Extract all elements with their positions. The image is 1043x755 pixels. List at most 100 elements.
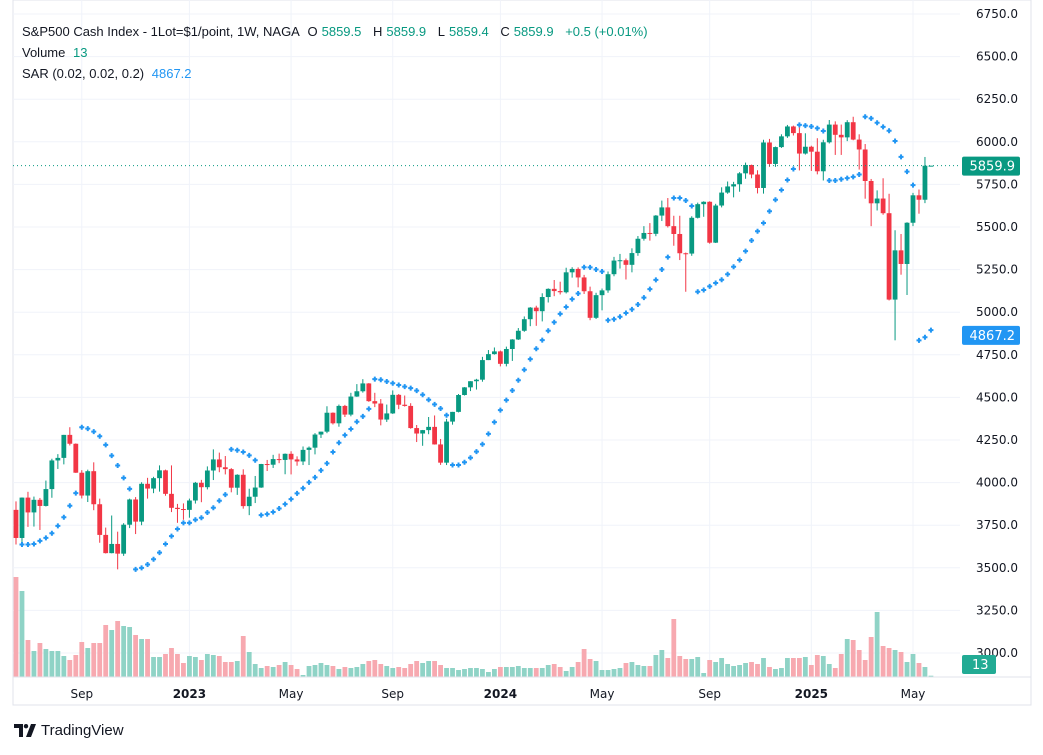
tradingview-brand[interactable]: TradingView bbox=[14, 722, 124, 739]
volume-bar bbox=[695, 657, 701, 677]
volume-bar bbox=[575, 662, 581, 677]
price-tick-label: 6500.0 bbox=[976, 50, 1018, 64]
volume-bar bbox=[37, 643, 43, 677]
candle bbox=[737, 172, 742, 192]
candle-body bbox=[880, 198, 886, 214]
candle-body bbox=[444, 421, 449, 463]
candle bbox=[324, 406, 330, 434]
candle bbox=[378, 399, 384, 426]
volume-bar bbox=[671, 619, 677, 677]
candle bbox=[151, 476, 156, 494]
sar-point bbox=[366, 406, 372, 412]
candle-body bbox=[288, 453, 294, 460]
candle-body bbox=[61, 434, 67, 458]
candle bbox=[426, 416, 432, 435]
candle bbox=[396, 393, 402, 410]
volume-bar bbox=[743, 663, 748, 677]
candle-body bbox=[838, 134, 844, 138]
sar-point bbox=[390, 380, 396, 386]
candle-body bbox=[480, 360, 485, 380]
candle-body bbox=[169, 493, 174, 508]
sar-point bbox=[677, 195, 683, 201]
candle bbox=[581, 274, 587, 294]
candle bbox=[713, 203, 719, 244]
candle-body bbox=[509, 339, 515, 350]
candle-body bbox=[497, 351, 503, 364]
volume-bar bbox=[719, 658, 725, 677]
candle bbox=[468, 381, 473, 392]
sar-point bbox=[270, 509, 276, 515]
candle-body bbox=[629, 253, 635, 265]
volume-bar bbox=[384, 666, 390, 677]
sar-price-badge[interactable]: 4867.2 bbox=[962, 325, 1020, 345]
sar-point bbox=[396, 382, 402, 388]
candle-body bbox=[49, 460, 55, 490]
volume-bar bbox=[581, 649, 587, 677]
sar-point bbox=[491, 419, 497, 425]
volume-bar bbox=[515, 666, 521, 677]
volume-bar bbox=[396, 667, 402, 677]
candle-body bbox=[175, 507, 180, 510]
sar-point bbox=[575, 290, 581, 296]
candle bbox=[653, 215, 659, 237]
sar-point bbox=[79, 424, 85, 430]
sar-point bbox=[342, 432, 348, 438]
sar-point bbox=[306, 479, 312, 485]
candle-body bbox=[707, 201, 713, 243]
candle-body bbox=[67, 434, 73, 444]
volume-bar bbox=[545, 665, 551, 677]
sar-point bbox=[665, 254, 671, 260]
candle bbox=[808, 145, 814, 171]
candle bbox=[701, 201, 707, 217]
volume-bar bbox=[133, 635, 138, 677]
volume-bar bbox=[497, 667, 503, 677]
sar-point bbox=[695, 289, 701, 295]
volume-bar bbox=[360, 664, 366, 677]
candle bbox=[868, 178, 874, 227]
candle-body bbox=[820, 142, 826, 172]
candle bbox=[300, 446, 306, 466]
candle bbox=[707, 201, 713, 244]
candle-body bbox=[408, 405, 414, 429]
sar-point bbox=[240, 449, 246, 455]
candle bbox=[342, 404, 348, 417]
sar-point bbox=[737, 257, 743, 263]
sar-point bbox=[450, 462, 456, 468]
sar-point bbox=[145, 561, 151, 567]
candle-body bbox=[432, 426, 437, 445]
candle-body bbox=[43, 489, 49, 506]
sar-point bbox=[294, 490, 300, 496]
candle bbox=[551, 279, 557, 297]
candle-body bbox=[665, 207, 671, 227]
candle-body bbox=[773, 147, 778, 164]
sar-point bbox=[174, 526, 180, 532]
candle-body bbox=[438, 444, 443, 463]
volume-bar bbox=[701, 673, 707, 677]
symbol-title[interactable]: S&P500 Cash Index - 1Lot=$1/point, 1W, N… bbox=[22, 24, 300, 39]
candle bbox=[629, 248, 635, 273]
volume-bar bbox=[252, 664, 258, 677]
legend-sar-row[interactable]: SAR (0.02, 0.02, 0.2) 4867.2 bbox=[22, 66, 196, 81]
sar-point bbox=[192, 517, 198, 523]
candle bbox=[521, 316, 527, 332]
volume-bar bbox=[204, 654, 210, 677]
candle-body bbox=[133, 499, 138, 522]
candle bbox=[240, 469, 246, 509]
sar-point bbox=[348, 426, 354, 432]
sar-point bbox=[432, 401, 438, 407]
candle bbox=[533, 305, 539, 326]
sar-point bbox=[766, 208, 772, 214]
candle bbox=[61, 434, 67, 465]
candle-body bbox=[503, 349, 509, 364]
last-price-badge[interactable]: 5859.9 bbox=[962, 156, 1020, 176]
candle-body bbox=[647, 232, 653, 234]
volume-bar bbox=[928, 675, 934, 677]
candle-body bbox=[456, 395, 461, 412]
legend-volume-row[interactable]: Volume 13 bbox=[22, 45, 91, 60]
volume-bar bbox=[599, 670, 605, 677]
volume-bar bbox=[683, 659, 689, 677]
volume-bar bbox=[258, 668, 264, 677]
sar-point bbox=[545, 328, 551, 334]
candle bbox=[671, 215, 677, 246]
